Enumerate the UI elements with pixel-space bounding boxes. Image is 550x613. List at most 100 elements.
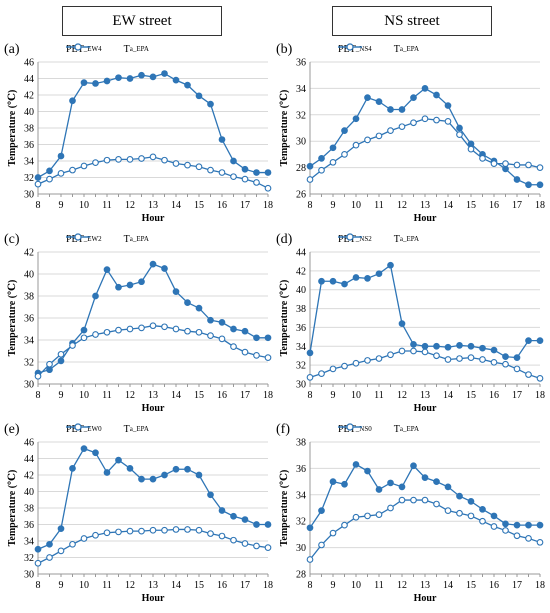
pet-data-point xyxy=(230,512,237,520)
column-header-ns: NS street xyxy=(332,6,492,36)
x-tick-label: 12 xyxy=(125,200,135,211)
panel-label: (c) xyxy=(4,232,20,247)
pet-data-point xyxy=(306,524,314,532)
pet-data-point xyxy=(138,71,145,79)
pet-data-point xyxy=(115,74,122,82)
x-tick-label: 16 xyxy=(489,390,499,401)
legend-series-subscript: _NS0 xyxy=(355,425,372,433)
ta-data-point xyxy=(467,512,475,520)
ta-data-point xyxy=(34,180,42,188)
pet-data-point xyxy=(46,540,53,548)
legend-series-name: PET xyxy=(66,423,84,435)
ta-data-point xyxy=(241,540,249,547)
ta-data-point xyxy=(69,166,76,174)
pet-data-point xyxy=(329,478,337,485)
y-axis-title: Temperature (℃) xyxy=(7,470,18,547)
ta-data-point xyxy=(467,145,475,153)
y-tick-label: 40 xyxy=(24,107,34,118)
y-tick-label: 34 xyxy=(24,537,34,548)
pet-data-point xyxy=(479,344,486,352)
ta-data-point xyxy=(502,360,509,368)
legend-series-subscript: _NS4 xyxy=(355,45,372,53)
ta-data-point xyxy=(253,542,260,550)
pet-data-point xyxy=(92,80,99,87)
x-tick-label: 17 xyxy=(240,390,250,401)
pet-data-point xyxy=(241,516,249,523)
ta-data-point xyxy=(341,521,348,529)
ta-data-point xyxy=(525,161,532,169)
ta-data-point xyxy=(398,123,406,131)
legend-series-subscript: a_EPA xyxy=(129,45,149,53)
pet-series-line xyxy=(309,463,540,529)
y-tick-label: 42 xyxy=(24,248,34,259)
x-tick-label: 10 xyxy=(351,390,361,401)
x-tick-label: 12 xyxy=(397,200,407,211)
pet-data-point xyxy=(375,270,383,278)
ta-data-point xyxy=(387,351,394,359)
ta-data-point xyxy=(490,358,498,366)
x-tick-label: 11 xyxy=(374,200,384,211)
x-tick-label: 11 xyxy=(102,390,112,401)
x-tick-label: 15 xyxy=(194,200,204,211)
x-tick-label: 11 xyxy=(374,390,384,401)
y-tick-label: 46 xyxy=(24,58,34,69)
legend-series-name: T xyxy=(123,233,130,245)
ta-data-point xyxy=(341,362,348,370)
pet-data-point xyxy=(69,465,76,472)
ta-data-point xyxy=(306,176,314,183)
pet-data-point xyxy=(433,478,440,485)
ta-data-point xyxy=(352,141,360,149)
line-chart: 28 30 32 34 36 38 8 9 10 11 12 13 14 15 16 17 18 Hour Temp… xyxy=(279,438,545,605)
y-tick-label: 30 xyxy=(24,190,34,201)
pet-data-point xyxy=(264,521,272,528)
pet-data-point xyxy=(241,165,249,173)
ta-data-point xyxy=(34,559,42,567)
pet-data-point xyxy=(218,136,226,143)
ta-data-point xyxy=(253,352,260,359)
x-tick-label: 10 xyxy=(351,580,361,591)
ta-data-point xyxy=(195,328,203,336)
ta-data-point xyxy=(536,164,544,171)
pet-data-point xyxy=(456,341,463,349)
pet-data-point xyxy=(80,79,88,86)
x-axis-title: Hour xyxy=(142,593,165,604)
y-tick-label: 28 xyxy=(296,163,306,174)
ta-data-point xyxy=(513,365,521,373)
ta-data-point xyxy=(536,538,544,546)
ta-data-point xyxy=(161,526,168,534)
x-tick-label: 13 xyxy=(420,580,430,591)
x-tick-label: 15 xyxy=(194,580,204,591)
ta-data-point xyxy=(115,528,122,536)
pet-data-point xyxy=(138,475,145,483)
ta-data-point xyxy=(92,331,99,338)
x-tick-label: 16 xyxy=(489,200,499,211)
y-tick-label: 44 xyxy=(296,248,306,259)
x-tick-label: 13 xyxy=(420,390,430,401)
ta-data-point xyxy=(264,184,272,192)
x-tick-label: 17 xyxy=(512,390,522,401)
legend-series-name: T xyxy=(393,423,400,435)
open-marker-swatch xyxy=(66,423,90,431)
pet-data-point xyxy=(195,471,203,479)
panel-label: (e) xyxy=(4,422,20,437)
column-header-ew-text: EW street xyxy=(112,12,172,29)
x-tick-label: 8 xyxy=(36,580,41,591)
y-tick-label: 26 xyxy=(296,190,306,201)
open-marker-swatch xyxy=(338,233,362,241)
x-tick-label: 15 xyxy=(466,390,476,401)
pet-data-point xyxy=(490,512,498,520)
pet-data-point xyxy=(230,157,237,165)
ta-data-point xyxy=(479,356,486,363)
legend-series-subscript: a_EPA xyxy=(399,425,420,433)
pet-data-point xyxy=(444,483,452,491)
open-marker-swatch xyxy=(338,423,362,431)
y-tick-label: 38 xyxy=(24,292,34,303)
ta-data-point xyxy=(46,360,53,368)
pet-data-point xyxy=(184,81,191,89)
